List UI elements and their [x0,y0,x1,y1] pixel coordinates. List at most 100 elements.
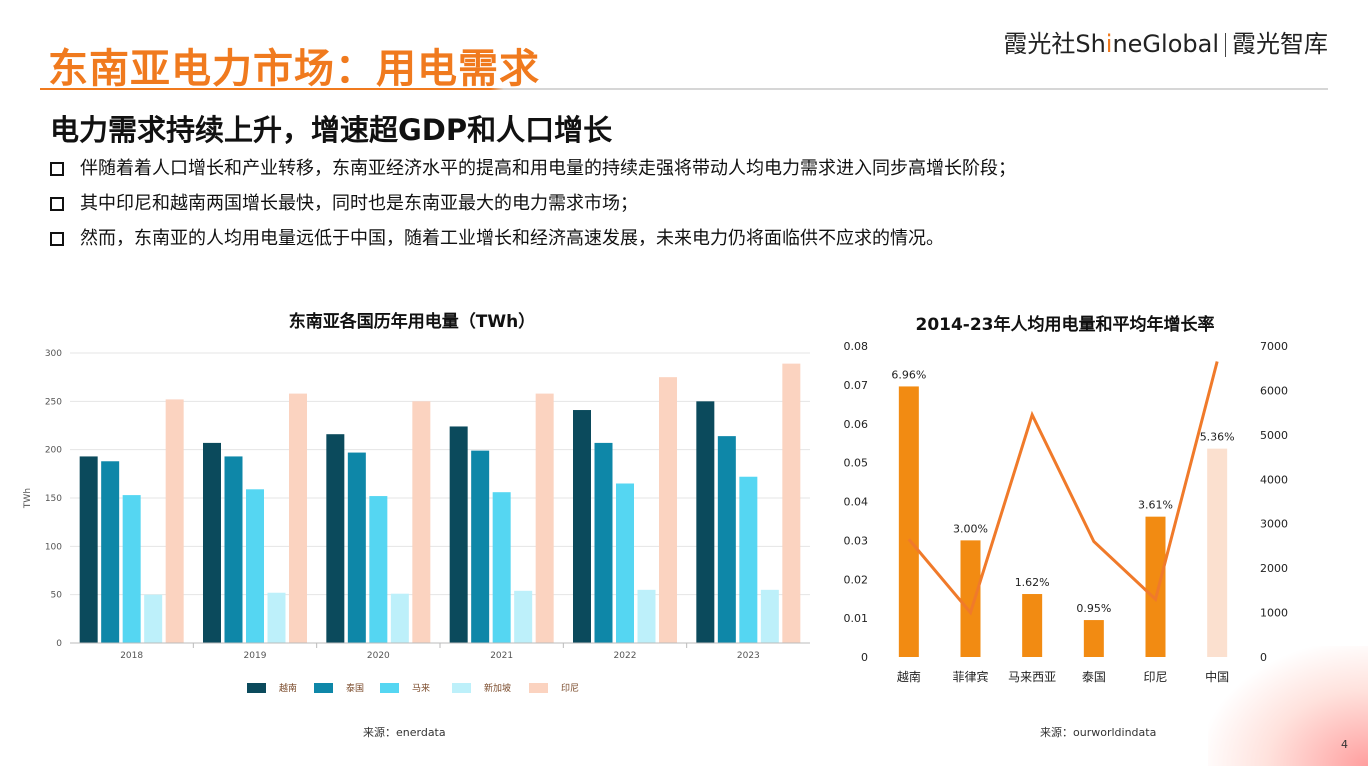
x-tick-label: 2021 [490,651,513,661]
logo-brand-post: neGlobal [1112,30,1219,58]
x-tick-label: 越南 [897,669,921,684]
y-tick-label: 50 [51,591,63,601]
bar [594,442,613,643]
bar [267,592,286,643]
x-tick-label: 2018 [120,651,143,661]
legend-swatch [247,683,266,693]
bar [637,589,656,643]
legend-label: 泰国 [346,682,364,694]
x-tick-label: 马来西亚 [1008,670,1056,684]
x-tick-label: 2020 [367,651,390,661]
left-y-tick-label: 0.03 [844,534,869,547]
data-label: 6.96% [891,368,926,381]
legend-label: 新加坡 [484,682,511,694]
y-tick-label: 200 [45,446,62,456]
logo-brand-pre: Sh [1075,30,1106,58]
bullet-text: 其中印尼和越南两国增长最快，同时也是东南亚最大的电力需求市场； [80,193,638,214]
right-y-tick-label: 2000 [1260,562,1288,575]
right-y-tick-label: 7000 [1260,340,1288,353]
left-y-tick-label: 0.02 [844,573,869,586]
logo-right-text: 霞光智库 [1232,30,1328,58]
per-capita-line [907,361,1219,616]
section-subtitle: 电力需求持续上升，增速超GDP和人口增长 [50,113,613,147]
bar [960,540,981,657]
right-y-tick-label: 5000 [1260,429,1288,442]
square-bullet-icon [50,196,64,211]
y-tick-label: 150 [45,494,62,504]
bar [696,401,715,643]
y-tick-label: 0 [56,639,62,649]
bar [659,377,677,643]
right-y-tick-label: 4000 [1260,473,1288,486]
corner-decoration [1208,646,1368,766]
bar [1207,448,1228,657]
x-tick-label: 印尼 [1143,670,1167,684]
bar [412,401,431,643]
left-y-tick-label: 0.06 [844,418,869,431]
slide-title: 东南亚电力市场：用电需求 [48,46,540,92]
legend-swatch [529,683,548,693]
x-tick-label: 菲律宾 [952,669,988,684]
chart-title: 东南亚各国历年用电量（TWh） [289,311,535,332]
bar [492,492,511,643]
left-y-tick-label: 0.04 [844,496,869,509]
y-tick-label: 300 [45,349,62,359]
source-note: 来源：ourworldindata [1040,726,1157,739]
x-tick-label: 2022 [614,651,637,661]
square-bullet-icon [50,231,64,246]
legend-swatch [380,683,399,693]
bullet-item: 伴随着着人口增长和产业转移，东南亚经济水平的提高和用电量的持续走强将带动人均电力… [50,151,1016,186]
source-note: 来源：enerdata [363,726,446,739]
square-bullet-icon [50,161,64,176]
legend-label: 马来 [412,683,430,694]
bar [1022,594,1043,657]
left-y-tick-label: 0 [861,651,868,664]
x-tick-label: 泰国 [1082,670,1106,684]
data-label: 0.95% [1076,602,1111,615]
page-number: 4 [1341,738,1348,751]
bar [122,495,141,643]
bar [326,434,345,643]
logo-brand-i: i [1105,30,1113,58]
bullet-text: 然而，东南亚的人均用电量远低于中国，随着工业增长和经济高速发展，未来电力仍将面临… [80,228,944,249]
bar [144,594,163,643]
right-y-tick-label: 1000 [1260,607,1288,620]
bar [471,450,490,643]
left-y-tick-label: 0.01 [844,612,869,625]
y-tick-label: 100 [45,542,62,552]
x-tick-label: 2019 [244,651,267,661]
bar [203,442,221,643]
y-axis-label: TWh [23,488,33,509]
left-y-tick-label: 0.07 [844,379,869,392]
data-label: 1.62% [1015,576,1050,589]
y-tick-label: 250 [45,397,62,407]
bar [573,410,591,643]
chart-title: 2014-23年人均用电量和平均年增长率 [915,314,1214,335]
bar [369,496,388,643]
bar [760,589,779,643]
bar [246,489,264,643]
legend-label: 印尼 [561,682,579,694]
data-label: 3.00% [953,522,988,535]
logo-separator [1225,33,1226,57]
bullet-text: 伴随着着人口增长和产业转移，东南亚经济水平的提高和用电量的持续走强将带动人均电力… [80,158,1016,179]
legend-label: 越南 [279,682,297,694]
bar [79,456,98,643]
bar [165,399,184,643]
bar [449,426,468,643]
consumption-bar-chart: 东南亚各国历年用电量（TWh） 0 50 100 150 200 250 300 TWh 201… [23,311,810,694]
bullet-item: 然而，东南亚的人均用电量远低于中国，随着工业增长和经济高速发展，未来电力仍将面临… [50,221,1016,256]
bar [1083,620,1104,657]
bar [514,590,533,643]
data-label: 3.61% [1138,499,1173,512]
data-label: 5.36% [1200,431,1235,444]
left-y-tick-label: 0.08 [844,340,869,353]
bar [289,393,307,643]
legend-swatch [452,683,471,693]
bar [224,456,243,643]
per-capita-combo-chart: 2014-23年人均用电量和平均年增长率 0 0.01 0.02 0.03 0.04 0.… [844,314,1289,684]
bar [101,461,120,643]
x-tick-label: 2023 [737,651,760,661]
brand-logo: 霞光社ShineGlobal 霞光智库 [1003,24,1328,59]
bar [717,436,736,643]
